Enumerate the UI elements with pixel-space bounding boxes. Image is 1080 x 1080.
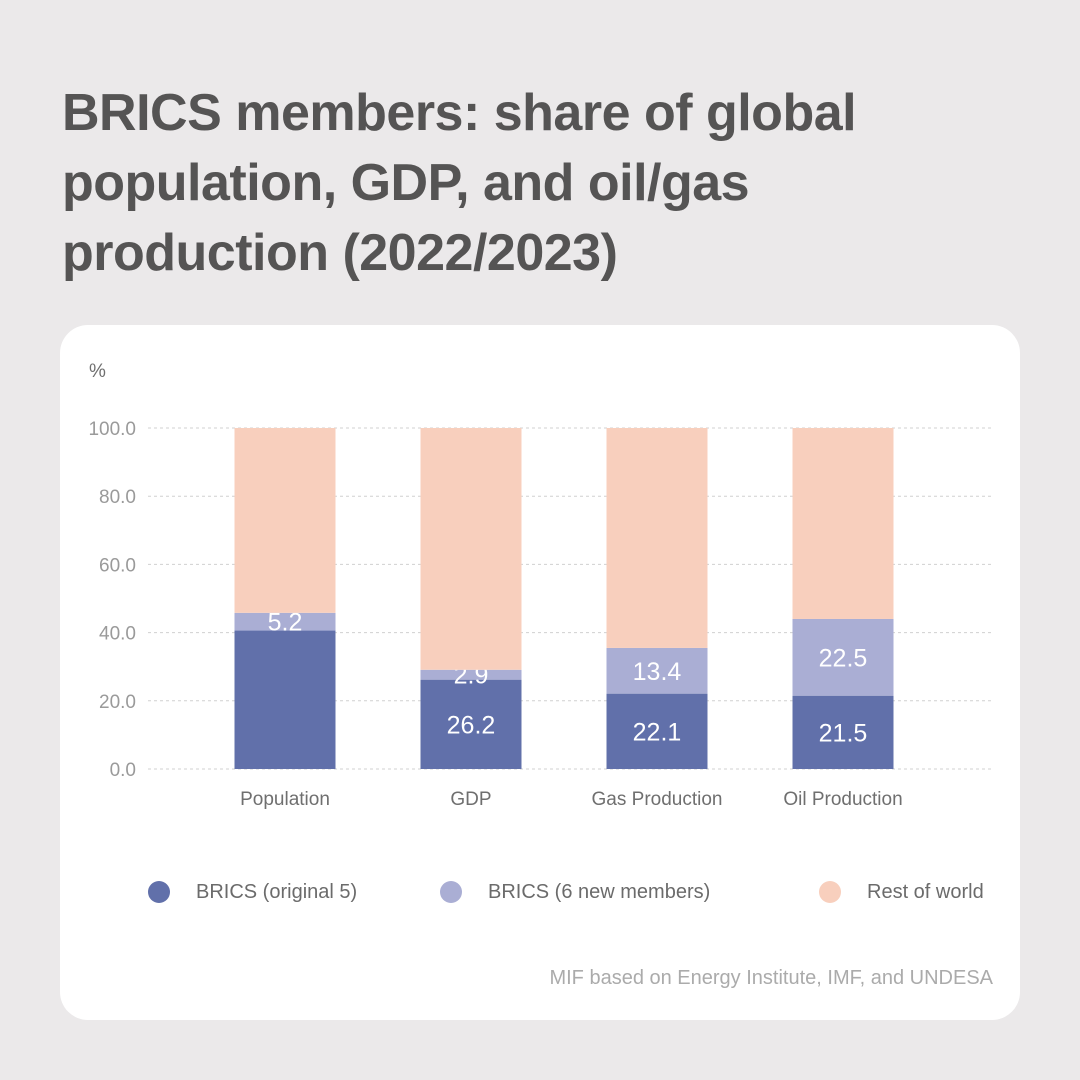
bar-segment (420, 428, 522, 670)
y-axis-unit-label: % (89, 361, 106, 382)
page-title: BRICS members: share of global populatio… (62, 84, 857, 282)
legend-dot-new-members-icon (440, 881, 462, 903)
y-tick-label: 0.0 (110, 760, 136, 781)
legend-label-new-members: BRICS (6 new members) (488, 880, 711, 903)
bar-segment (234, 630, 336, 769)
legend-label-original: BRICS (original 5) (196, 880, 358, 903)
y-tick-label: 40.0 (99, 624, 136, 645)
category-label: Gas Production (592, 789, 723, 810)
data-label: 13.4 (633, 658, 682, 686)
source-note: MIF based on Energy Institute, IMF, and … (549, 967, 993, 989)
bar-segment (606, 647, 708, 694)
category-label: Population (240, 789, 330, 810)
y-tick-label: 20.0 (99, 692, 136, 713)
legend-dot-original-icon (148, 881, 170, 903)
bar-segment (792, 618, 894, 696)
data-label: 22.5 (819, 644, 868, 672)
data-label: 5.2 (268, 609, 303, 637)
bar-chart: 0.0 20.0 40.0 60.0 80.0 100.0 5.2 Population 26.… (88, 419, 993, 810)
bar-segment (606, 693, 708, 769)
legend-dot-rest-of-world-icon (819, 881, 841, 903)
bar-segment (420, 679, 522, 769)
y-tick-label: 100.0 (88, 419, 136, 440)
chart-card: % 0.0 20.0 40.0 60.0 80.0 100.0 5.2 Population 2… (60, 325, 1020, 1020)
bar-segment (792, 428, 894, 619)
legend-item-original: BRICS (original 5) (148, 877, 357, 907)
legend-label-rest-of-world: Rest of world (867, 880, 984, 903)
data-label: 21.5 (819, 719, 868, 747)
category-label: Oil Production (783, 789, 902, 810)
legend-item-rest-of-world: Rest of world (819, 877, 984, 907)
data-label: 22.1 (633, 718, 682, 746)
chart-legend: BRICS (original 5) BRICS (6 new members)… (60, 877, 1020, 907)
bar-segment (234, 612, 336, 631)
legend-item-new-members: BRICS (6 new members) (440, 877, 710, 907)
data-label: 26.2 (447, 711, 496, 739)
bar-segment (792, 695, 894, 769)
y-tick-label: 60.0 (99, 555, 136, 576)
category-label: GDP (450, 789, 491, 810)
bar-segment (606, 428, 708, 648)
y-tick-label: 80.0 (99, 487, 136, 508)
bar-segment (234, 428, 336, 613)
bar-segment (420, 669, 522, 680)
